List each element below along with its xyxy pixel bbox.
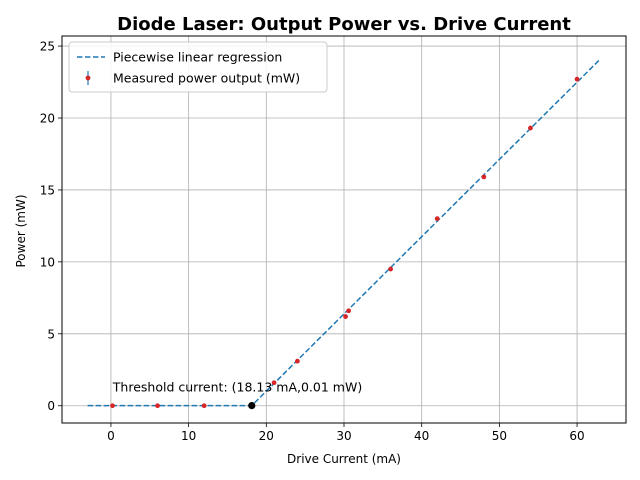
y-tick-label: 25: [40, 40, 55, 54]
x-tick-label: 0: [107, 429, 115, 443]
measured-data-point: [294, 358, 300, 364]
x-axis-label: Drive Current (mA): [287, 452, 401, 466]
y-tick-label: 20: [40, 112, 55, 126]
legend: Piecewise linear regression Measured pow…: [68, 41, 328, 93]
legend-label-measured: Measured power output (mW): [113, 71, 300, 86]
y-tick-label: 5: [47, 327, 55, 341]
x-tick-label: 10: [181, 429, 196, 443]
x-tick-label: 30: [336, 429, 351, 443]
y-tick-label: 0: [47, 399, 55, 413]
legend-point-swatch: [85, 75, 91, 81]
x-tick-label: 20: [259, 429, 274, 443]
chart-title: Diode Laser: Output Power vs. Drive Curr…: [117, 14, 571, 35]
threshold-point-marker: [248, 401, 256, 410]
measured-data-point: [434, 216, 440, 222]
measured-data-point: [388, 266, 394, 272]
measured-data-point: [271, 380, 277, 386]
y-tick-label: 10: [40, 255, 55, 269]
x-tick-label: 40: [414, 429, 429, 443]
measured-data-point: [110, 403, 115, 409]
axis-ticks: 0 10 20 30 40 50 60 0 5 10 15 20 25: [40, 40, 585, 443]
measured-data-point: [481, 174, 487, 180]
y-axis-label: Power (mW): [14, 194, 28, 267]
x-tick-label: 60: [569, 429, 584, 443]
measured-data-point: [528, 125, 533, 131]
measured-data-point: [343, 314, 348, 319]
measured-data-point: [346, 308, 352, 314]
x-tick-label: 50: [492, 429, 507, 443]
threshold-annotation: Threshold current: (18.13 mA,0.01 mW): [112, 380, 362, 395]
measured-points: [110, 76, 580, 410]
measured-data-point: [201, 403, 207, 409]
legend-box: [68, 41, 328, 93]
measured-data-point: [155, 403, 160, 409]
grid-lines: [62, 36, 626, 423]
y-tick-label: 15: [40, 183, 55, 197]
measured-data-point: [574, 76, 580, 82]
legend-label-regression: Piecewise linear regression: [113, 50, 282, 65]
